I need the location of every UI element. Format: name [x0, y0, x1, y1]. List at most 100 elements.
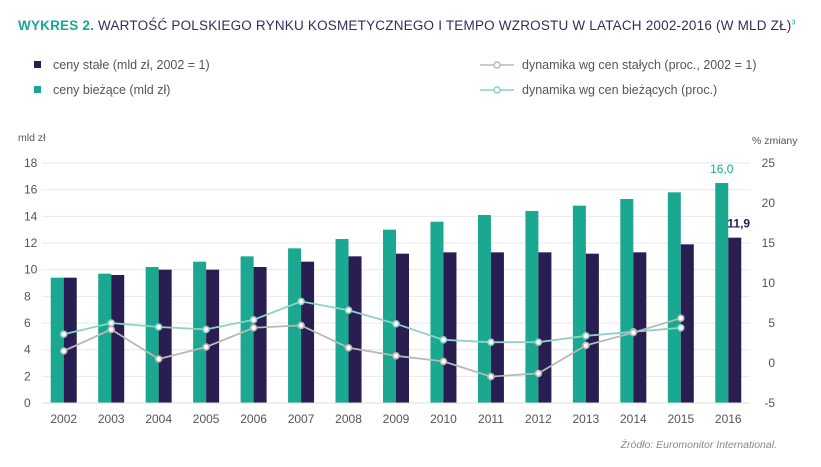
x-tick-label: 2015	[667, 412, 694, 426]
x-tick-label: 2009	[383, 412, 410, 426]
point-dyn-constant	[202, 343, 210, 351]
bar-current	[477, 215, 491, 403]
bar-current	[525, 211, 539, 403]
bar-constant	[633, 252, 647, 403]
point-dyn-constant	[297, 321, 305, 330]
point-dyn-constant	[107, 325, 115, 334]
point-dyn-current	[249, 315, 258, 324]
point-dyn-current	[154, 323, 163, 331]
left-tick-label: 6	[24, 316, 31, 330]
legend-label-constant: ceny stałe (mld zł, 2002 = 1)	[53, 58, 210, 72]
left-tick-label: 4	[24, 343, 31, 357]
legend-label-dyn-constant: dynamika wg cen stałych (proc., 2002 = 1…	[522, 58, 757, 72]
bar-constant	[63, 277, 77, 403]
point-dyn-current	[202, 325, 210, 334]
x-tick-label: 2006	[240, 412, 267, 426]
chart-title: WYKRES 2. WARTOŚĆ POLSKIEGO RYNKU KOSMET…	[18, 18, 796, 33]
legend-item-constant: ceny stałe (mld zł, 2002 = 1)	[34, 58, 210, 72]
bar-constant	[443, 252, 457, 403]
line-dyn-constant	[63, 317, 682, 378]
point-dyn-current	[392, 319, 400, 328]
left-tick-label: 10	[24, 263, 38, 277]
right-tick-label: 15	[762, 236, 776, 250]
right-tick-label: -5	[764, 396, 775, 410]
right-tick-label: 5	[768, 316, 775, 330]
legend-label-dyn-current: dynamika wg cen bieżących (proc.)	[522, 83, 718, 97]
point-dyn-constant	[154, 355, 163, 363]
bar-constant	[585, 253, 599, 403]
point-dyn-constant	[629, 328, 638, 337]
bar-constant	[111, 275, 125, 403]
point-dyn-current	[676, 323, 685, 332]
point-dyn-current	[344, 306, 353, 315]
x-tick-label: 2004	[145, 412, 172, 426]
left-tick-label: 2	[24, 369, 31, 383]
x-tick-label: 2005	[193, 412, 220, 426]
x-tick-label: 2012	[525, 412, 552, 426]
point-dyn-constant	[534, 369, 543, 378]
point-dyn-constant	[439, 357, 448, 366]
legend-item-current: ceny bieżące (mld zł)	[34, 83, 170, 97]
left-tick-label: 18	[24, 156, 38, 170]
point-dyn-constant	[676, 314, 685, 323]
x-tick-label: 2011	[478, 412, 504, 426]
bar-current	[98, 273, 112, 403]
title-footnote: 3	[791, 19, 796, 27]
point-dyn-current	[582, 331, 590, 340]
legend-item-dyn-constant: dynamika wg cen stałych (proc., 2002 = 1…	[480, 58, 757, 72]
point-dyn-constant	[344, 343, 353, 352]
bar-current	[715, 183, 729, 403]
left-tick-label: 12	[24, 236, 38, 250]
left-tick-label: 0	[24, 396, 31, 410]
bar-constant	[538, 252, 552, 403]
point-dyn-current	[534, 338, 543, 347]
point-dyn-constant	[487, 372, 495, 381]
point-dyn-current	[487, 338, 495, 347]
bar-current	[383, 229, 396, 403]
bar-constant	[728, 237, 742, 403]
x-tick-label: 2016	[715, 412, 742, 426]
line-dyn-current	[63, 300, 681, 344]
point-dyn-constant	[582, 341, 590, 350]
bar-current	[335, 239, 349, 403]
left-tick-label: 8	[24, 289, 31, 303]
x-tick-label: 2003	[98, 412, 125, 426]
point-dyn-constant	[249, 323, 258, 332]
bar-constant	[206, 269, 220, 403]
bar-current	[620, 199, 634, 403]
bar-current	[572, 205, 586, 403]
point-dyn-current	[297, 297, 305, 306]
legend-line-dyn-constant	[480, 60, 514, 70]
title-text: WARTOŚĆ POLSKIEGO RYNKU KOSMETYCZNEGO I …	[98, 18, 792, 33]
legend-swatch-current	[34, 86, 41, 94]
bar-current	[667, 192, 681, 403]
left-tick-label: 16	[24, 183, 38, 197]
data-label-current: 16,0	[710, 162, 734, 176]
x-tick-label: 2014	[620, 412, 647, 426]
bar-constant	[490, 252, 504, 403]
data-label-constant: 11,9	[727, 217, 750, 231]
x-tick-label: 2008	[335, 412, 362, 426]
bar-current	[430, 221, 444, 403]
point-dyn-current	[59, 330, 68, 339]
bar-constant	[396, 253, 409, 403]
source-note: Źródło: Euromonitor International.	[620, 439, 777, 451]
title-prefix: WYKRES 2.	[18, 18, 95, 33]
bar-constant	[348, 256, 362, 403]
legend-item-dyn-current: dynamika wg cen bieżących (proc.)	[480, 83, 717, 97]
bar-constant	[253, 267, 267, 403]
bar-current	[193, 261, 207, 403]
bar-current	[145, 267, 159, 403]
point-dyn-constant	[59, 347, 68, 355]
x-tick-label: 2010	[430, 412, 457, 426]
point-dyn-current	[439, 335, 448, 344]
x-tick-label: 2013	[573, 412, 600, 426]
legend-label-current: ceny bieżące (mld zł)	[53, 83, 171, 97]
legend-line-dyn-current	[480, 85, 514, 95]
bar-constant	[301, 261, 315, 403]
bar-current	[50, 277, 64, 403]
left-axis-title: mld zł	[18, 132, 46, 144]
right-tick-label: 0	[768, 356, 775, 370]
right-tick-label: 25	[762, 156, 776, 170]
